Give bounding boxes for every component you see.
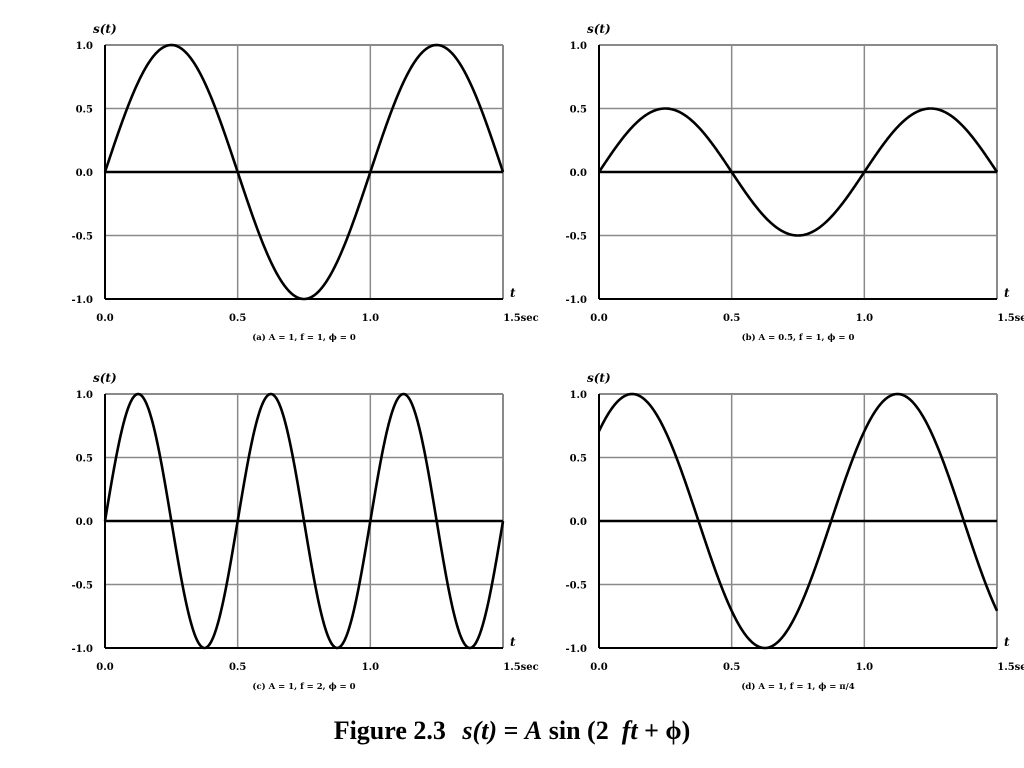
subplot-caption: (b) A = 0.5, f = 1, ϕ = 0 bbox=[742, 332, 855, 343]
y-tick-label: -0.5 bbox=[565, 232, 587, 243]
x-tick-label: 0.0 bbox=[590, 313, 607, 324]
y-tick-label: 0.5 bbox=[570, 454, 587, 465]
subplot-a: 1.00.50.0-0.5-1.00.0 0.5 1.0 1.5secs(t)t(a)… bbox=[71, 22, 538, 343]
y-tick-label: 0.5 bbox=[76, 105, 93, 116]
y-tick-label: 0.5 bbox=[570, 105, 587, 116]
equation-lhs: s(t) bbox=[462, 716, 498, 745]
subplot-caption: (a) A = 1, f = 1, ϕ = 0 bbox=[252, 332, 356, 343]
y-axis-label: s(t) bbox=[587, 371, 611, 385]
y-tick-label: -0.5 bbox=[71, 581, 93, 592]
y-axis-label: s(t) bbox=[93, 371, 117, 385]
y-tick-label: 0.0 bbox=[570, 517, 587, 528]
figure-equation: s(t) = A sin (2 ft + ϕ) bbox=[462, 716, 690, 745]
y-tick-label: 0.0 bbox=[76, 168, 93, 179]
equation-amplitude: A bbox=[524, 716, 543, 745]
x-tick-label: 0.0 bbox=[96, 313, 113, 324]
x-tick-label: 1.5sec bbox=[503, 313, 538, 324]
signal-curve bbox=[597, 107, 999, 237]
equation-sin: sin (2 bbox=[542, 716, 609, 745]
y-tick-label: 1.0 bbox=[570, 41, 587, 52]
x-tick-label: 1.5sec bbox=[503, 662, 538, 673]
x-tick-label: 0.5 bbox=[723, 313, 740, 324]
x-tick-label: 0.5 bbox=[723, 662, 740, 673]
x-tick-label: 0.5 bbox=[229, 662, 246, 673]
x-tick-label: 0.5 bbox=[229, 313, 246, 324]
x-tick-label: 1.0 bbox=[362, 313, 379, 324]
signal-curve bbox=[103, 392, 505, 650]
subplot-b: 1.00.50.0-0.5-1.00.00.51.01.5secs(t)t(b)… bbox=[565, 22, 1024, 343]
x-tick-label: 1.0 bbox=[856, 662, 873, 673]
x-axis-label: t bbox=[510, 286, 516, 300]
equation-phase: + ϕ) bbox=[637, 716, 691, 745]
y-tick-label: -0.5 bbox=[71, 232, 93, 243]
y-tick-label: 0.0 bbox=[76, 517, 93, 528]
x-axis-label: t bbox=[1004, 635, 1010, 649]
y-tick-label: -0.5 bbox=[565, 581, 587, 592]
x-tick-label: 1.5sec bbox=[997, 313, 1024, 324]
signal-curve bbox=[597, 392, 999, 650]
subplot-caption: (c) A = 1, f = 2, ϕ = 0 bbox=[252, 681, 355, 692]
subplot-c: 1.00.50.0-0.5-1.00.0 0.5 1.0 1.5secs(t)t(c)… bbox=[71, 371, 538, 692]
x-tick-label: 1.5sec bbox=[997, 662, 1024, 673]
signal-curve bbox=[103, 43, 505, 301]
y-tick-label: -1.0 bbox=[565, 644, 587, 655]
y-axis-label: s(t) bbox=[93, 22, 117, 36]
y-tick-label: 0.0 bbox=[570, 168, 587, 179]
subplot-d: 1.00.50.0-0.5-1.00.00.51.01.5secs(t)t(d)… bbox=[565, 371, 1024, 692]
x-tick-label: 0.0 bbox=[590, 662, 607, 673]
y-tick-label: 1.0 bbox=[76, 41, 93, 52]
y-tick-label: -1.0 bbox=[565, 295, 587, 306]
figure-caption: Figure 2.3 s(t) = A sin (2 ft + ϕ) bbox=[0, 716, 1024, 746]
subplot-caption: (d) A = 1, f = 1, ϕ = π/4 bbox=[741, 681, 854, 692]
y-tick-label: -1.0 bbox=[71, 644, 93, 655]
x-axis-label: t bbox=[1004, 286, 1010, 300]
y-tick-label: 1.0 bbox=[570, 390, 587, 401]
figure-label: Figure 2.3 bbox=[333, 716, 446, 745]
y-tick-label: 0.5 bbox=[76, 454, 93, 465]
y-tick-label: -1.0 bbox=[71, 295, 93, 306]
x-tick-label: 0.0 bbox=[96, 662, 113, 673]
y-axis-label: s(t) bbox=[587, 22, 611, 36]
equation-ft: ft bbox=[621, 716, 638, 745]
x-tick-label: 1.0 bbox=[856, 313, 873, 324]
x-tick-label: 1.0 bbox=[362, 662, 379, 673]
x-axis-label: t bbox=[510, 635, 516, 649]
equation-equals: = bbox=[497, 716, 525, 745]
y-tick-label: 1.0 bbox=[76, 390, 93, 401]
